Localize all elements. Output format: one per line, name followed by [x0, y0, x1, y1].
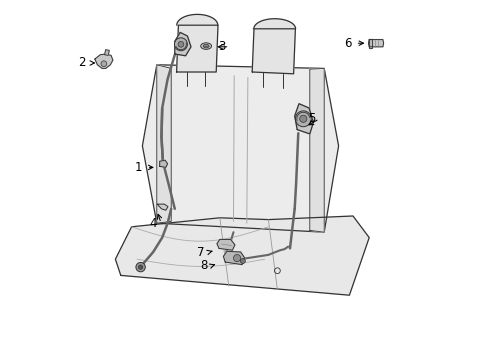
Circle shape [300, 115, 307, 122]
Text: 2: 2 [78, 57, 86, 69]
Polygon shape [223, 251, 245, 265]
Polygon shape [310, 68, 324, 232]
Text: 8: 8 [200, 259, 207, 272]
Polygon shape [252, 19, 295, 29]
Text: 4: 4 [149, 217, 157, 230]
Circle shape [139, 265, 143, 269]
Circle shape [178, 41, 184, 47]
Text: 7: 7 [197, 246, 205, 258]
Ellipse shape [203, 44, 209, 48]
Circle shape [240, 258, 245, 264]
Polygon shape [176, 14, 218, 25]
Polygon shape [160, 160, 168, 167]
Polygon shape [252, 29, 295, 74]
Polygon shape [217, 239, 235, 250]
Circle shape [233, 255, 241, 262]
Text: 6: 6 [343, 37, 351, 50]
Text: 1: 1 [135, 161, 143, 174]
Polygon shape [157, 65, 171, 223]
Text: 5: 5 [308, 112, 315, 125]
Polygon shape [294, 104, 314, 134]
Polygon shape [143, 65, 339, 232]
Text: 3: 3 [218, 40, 225, 53]
Ellipse shape [201, 43, 212, 49]
Polygon shape [175, 32, 191, 56]
Polygon shape [104, 50, 109, 55]
Polygon shape [157, 204, 168, 210]
Circle shape [136, 262, 145, 272]
Circle shape [101, 61, 107, 67]
Circle shape [174, 38, 187, 51]
Polygon shape [116, 216, 369, 295]
Polygon shape [176, 25, 218, 72]
Polygon shape [369, 39, 372, 48]
Circle shape [295, 111, 311, 127]
Polygon shape [95, 54, 113, 68]
Polygon shape [368, 40, 384, 47]
